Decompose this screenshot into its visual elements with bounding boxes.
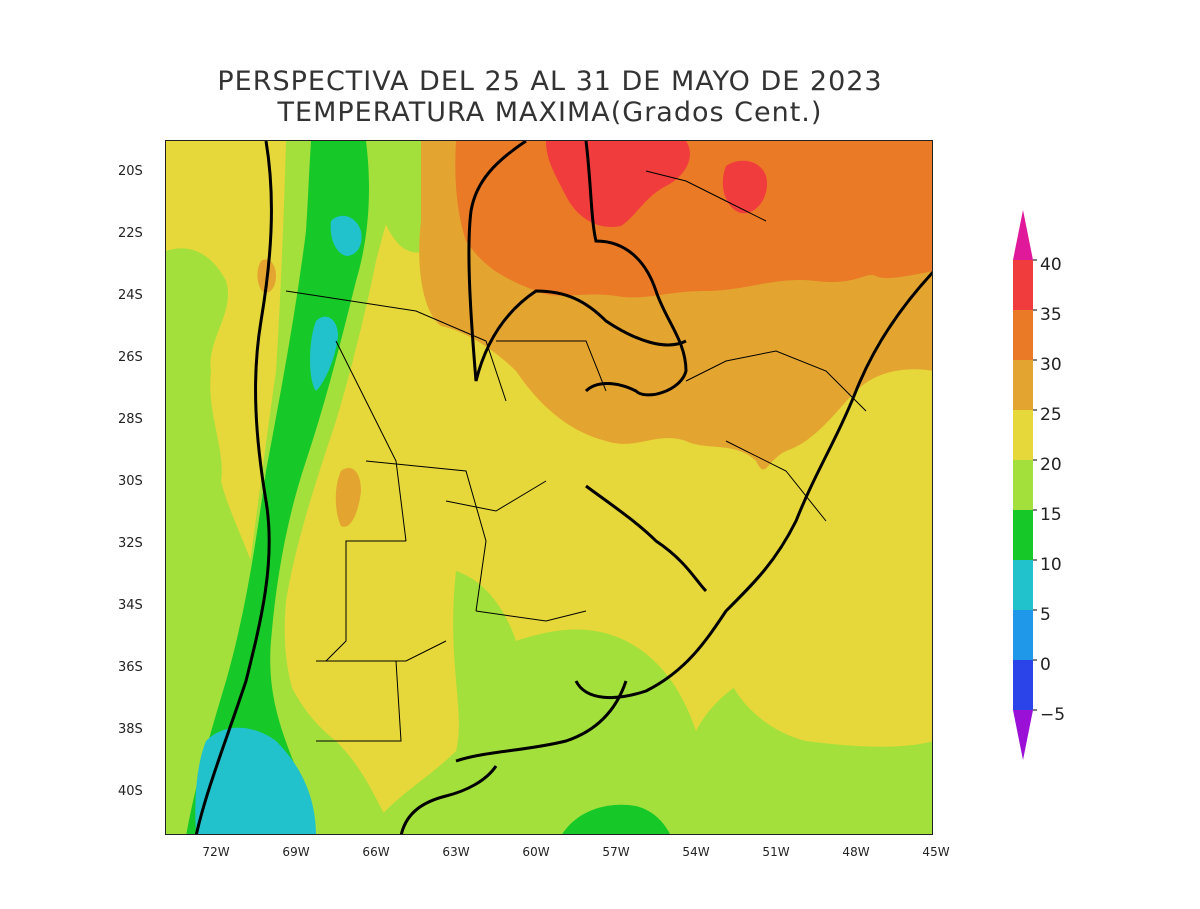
color-legend (1013, 210, 1037, 760)
legend-label-10: 10 (1040, 555, 1062, 575)
lon-label-72w: 72W (202, 845, 230, 859)
lat-label-28s: 28S (118, 412, 143, 427)
legend-label-minus5: −5 (1040, 705, 1066, 725)
legend-label-25: 25 (1040, 405, 1062, 425)
legend-swatch-35-40 (1013, 260, 1033, 310)
lat-label-30s: 30S (118, 474, 143, 489)
country-borders (194, 141, 932, 834)
legend-swatch-30-35 (1013, 310, 1033, 360)
lat-label-24s: 24S (118, 288, 143, 303)
legend-swatch-10-15 (1013, 510, 1033, 560)
lon-label-54w: 54W (682, 845, 710, 859)
map-title: PERSPECTIVA DEL 25 AL 31 DE MAYO DE 2023 (217, 66, 883, 97)
zone-10-15-south (562, 804, 670, 834)
lon-label-45w: 45W (922, 845, 950, 859)
zone-15-20-south (367, 571, 932, 834)
lon-label-69w: 69W (282, 845, 310, 859)
zone-5-10-mid (310, 316, 338, 391)
zone-10-15-andes (186, 141, 369, 834)
lon-label-66w: 66W (362, 845, 390, 859)
legend-arrow-above-40 (1013, 210, 1033, 260)
legend-swatch-minus5-0 (1013, 660, 1033, 710)
legend-swatch-20-25 (1013, 410, 1033, 460)
lat-label-26s: 26S (118, 350, 143, 365)
lat-label-36s: 36S (118, 660, 143, 675)
legend-label-0: 0 (1040, 655, 1051, 675)
legend-label-35: 35 (1040, 305, 1062, 325)
temperature-map (165, 140, 933, 835)
legend-swatch-25-30 (1013, 360, 1033, 410)
legend-swatch-5-10 (1013, 560, 1033, 610)
legend-label-5: 5 (1040, 605, 1051, 625)
zone-30-35 (455, 141, 932, 298)
zone-25-30-spot (335, 467, 361, 527)
zone-5-10-south (195, 727, 316, 834)
legend-label-30: 30 (1040, 355, 1062, 375)
legend-ticks (1033, 259, 1037, 711)
legend-swatch-0-5 (1013, 610, 1033, 660)
zone-5-10-north (330, 215, 362, 256)
province-borders (285, 170, 867, 742)
lon-label-57w: 57W (602, 845, 630, 859)
lon-label-60w: 60W (522, 845, 550, 859)
lat-label-34s: 34S (118, 598, 143, 613)
legend-arrow-below-minus5 (1013, 710, 1033, 760)
zone-35-40-east (722, 160, 767, 214)
lat-label-22s: 22S (118, 226, 143, 241)
zone-20-25-ocean (726, 541, 932, 747)
lat-label-38s: 38S (118, 722, 143, 737)
zone-35-40-main (546, 141, 690, 227)
lat-label-40s: 40S (118, 784, 143, 799)
legend-label-20: 20 (1040, 455, 1062, 475)
legend-swatch-15-20 (1013, 460, 1033, 510)
legend-label-40: 40 (1040, 255, 1062, 275)
map-subtitle: TEMPERATURA MAXIMA(Grados Cent.) (277, 97, 823, 128)
lat-label-20s: 20S (118, 164, 143, 179)
lon-label-51w: 51W (762, 845, 790, 859)
lon-label-63w: 63W (442, 845, 470, 859)
legend-label-15: 15 (1040, 505, 1062, 525)
temperature-field (166, 141, 932, 834)
lat-label-32s: 32S (118, 536, 143, 551)
zone-15-20-west (166, 248, 395, 834)
lon-label-48w: 48W (842, 845, 870, 859)
